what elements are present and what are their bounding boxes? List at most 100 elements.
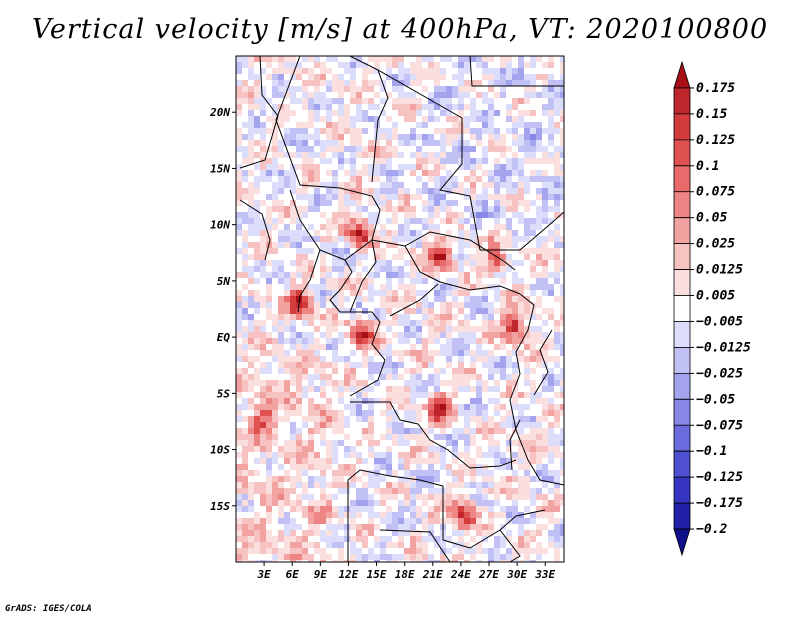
field-cell: [338, 320, 345, 327]
field-cell: [356, 404, 363, 411]
field-cell: [356, 134, 363, 141]
field-cell: [374, 224, 381, 231]
field-cell: [350, 428, 357, 435]
field-cell: [494, 446, 501, 453]
colorbar-swatch: [673, 217, 691, 245]
field-cell: [476, 260, 483, 267]
field-cell: [422, 548, 429, 555]
field-cell: [374, 140, 381, 147]
field-cell: [548, 332, 555, 339]
field-cell: [392, 278, 399, 285]
field-cell: [482, 176, 489, 183]
field-cell: [554, 416, 561, 423]
field-cell: [284, 560, 291, 562]
field-cell: [242, 458, 249, 465]
field-cell: [506, 392, 513, 399]
field-cell: [458, 422, 465, 429]
field-cell: [290, 536, 297, 543]
field-cell: [242, 338, 249, 345]
field-cell: [560, 230, 564, 237]
field-cell: [548, 320, 555, 327]
field-cell: [374, 146, 381, 153]
field-cell: [278, 512, 285, 519]
field-cell: [476, 380, 483, 387]
field-cell: [374, 386, 381, 393]
field-cell: [368, 398, 375, 405]
field-cell: [344, 404, 351, 411]
field-cell: [452, 548, 459, 555]
field-cell: [554, 380, 561, 387]
field-cell: [536, 266, 543, 273]
field-cell: [536, 254, 543, 261]
field-cell: [326, 272, 333, 279]
field-cell: [236, 338, 243, 345]
field-cell: [326, 260, 333, 267]
field-cell: [458, 128, 465, 135]
field-cell: [440, 392, 447, 399]
field-cell: [554, 218, 561, 225]
field-cell: [500, 386, 507, 393]
field-cell: [560, 416, 564, 423]
field-cell: [236, 452, 243, 459]
field-cell: [260, 212, 267, 219]
field-cell: [320, 134, 327, 141]
field-cell: [524, 404, 531, 411]
field-cell: [434, 416, 441, 423]
field-cell: [296, 386, 303, 393]
field-cell: [470, 290, 477, 297]
field-cell: [440, 374, 447, 381]
field-cell: [524, 368, 531, 375]
field-cell: [254, 242, 261, 249]
field-cell: [488, 152, 495, 159]
field-cell: [536, 164, 543, 171]
field-cell: [314, 200, 321, 207]
field-cell: [512, 308, 519, 315]
field-cell: [422, 164, 429, 171]
field-cell: [344, 482, 351, 489]
field-cell: [248, 314, 255, 321]
field-cell: [542, 188, 549, 195]
field-cell: [500, 464, 507, 471]
field-cell: [350, 476, 357, 483]
field-cell: [404, 446, 411, 453]
field-cell: [314, 158, 321, 165]
field-cell: [368, 74, 375, 81]
field-cell: [464, 446, 471, 453]
field-cell: [368, 500, 375, 507]
field-cell: [458, 506, 465, 513]
field-cell: [488, 230, 495, 237]
field-cell: [356, 344, 363, 351]
field-cell: [332, 80, 339, 87]
field-cell: [290, 236, 297, 243]
field-cell: [332, 74, 339, 81]
field-cell: [512, 158, 519, 165]
field-cell: [452, 296, 459, 303]
field-cell: [422, 452, 429, 459]
field-cell: [446, 140, 453, 147]
field-cell: [368, 416, 375, 423]
field-cell: [284, 542, 291, 549]
field-cell: [338, 128, 345, 135]
field-cell: [542, 518, 549, 525]
field-cell: [248, 296, 255, 303]
field-cell: [344, 74, 351, 81]
field-cell: [536, 392, 543, 399]
field-cell: [494, 212, 501, 219]
field-cell: [326, 200, 333, 207]
field-cell: [452, 278, 459, 285]
field-cell: [392, 356, 399, 363]
field-cell: [554, 182, 561, 189]
field-cell: [458, 86, 465, 93]
field-cell: [302, 506, 309, 513]
field-cell: [518, 518, 525, 525]
field-cell: [350, 182, 357, 189]
field-cell: [242, 488, 249, 495]
field-cell: [308, 518, 315, 525]
field-cell: [494, 464, 501, 471]
field-cell: [302, 344, 309, 351]
field-cell: [554, 560, 561, 562]
field-cell: [356, 398, 363, 405]
field-cell: [350, 404, 357, 411]
field-cell: [530, 200, 537, 207]
field-cell: [500, 116, 507, 123]
